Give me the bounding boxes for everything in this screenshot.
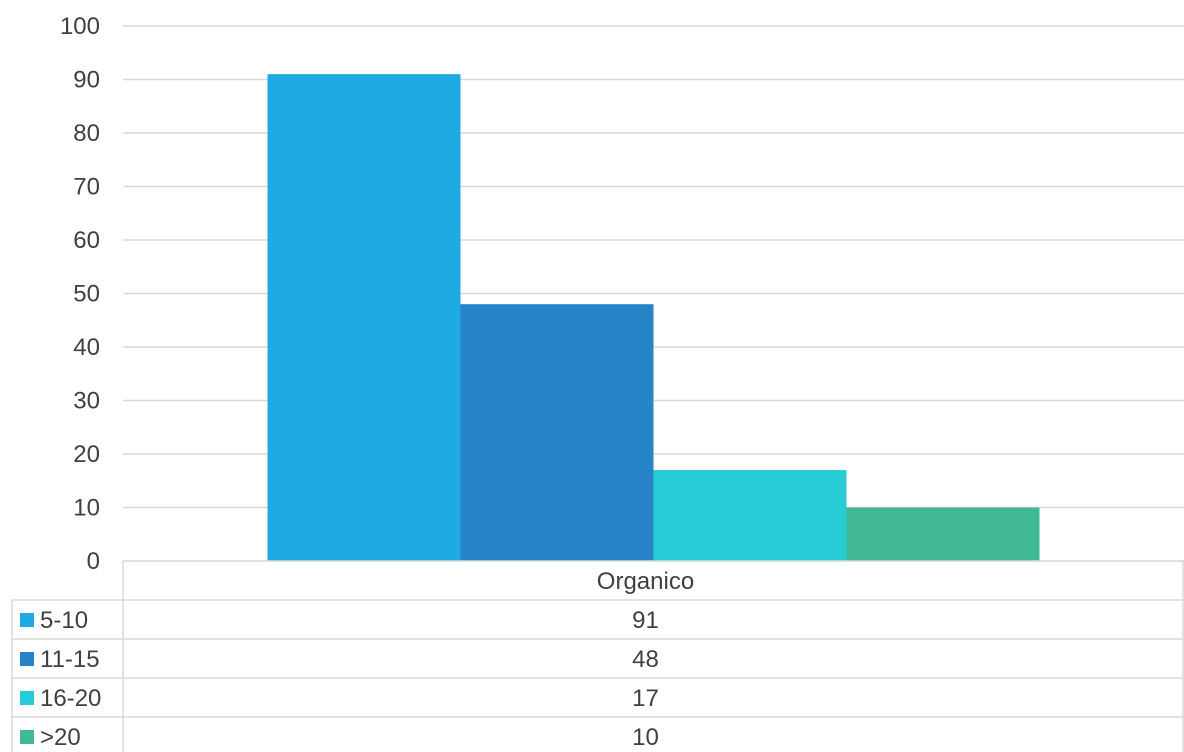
bar-5-10 xyxy=(267,74,461,562)
y-tick-label: 80 xyxy=(73,120,100,147)
bars xyxy=(267,74,1040,562)
y-tick-label: 60 xyxy=(73,227,100,254)
y-tick-label: 40 xyxy=(73,334,100,361)
y-tick-label: 0 xyxy=(87,548,100,575)
legend-swatch-5-10 xyxy=(20,613,34,627)
y-axis-ticks: 0 10 20 30 40 50 60 70 80 90 100 xyxy=(60,13,100,575)
y-tick-label: 100 xyxy=(60,13,100,40)
legend-label: 16-20 xyxy=(40,685,101,712)
legend-label: 11-15 xyxy=(40,646,100,673)
y-tick-label: 70 xyxy=(73,174,100,201)
y-tick-label: 20 xyxy=(73,441,100,468)
y-tick-label: 30 xyxy=(73,388,100,415)
bar->20 xyxy=(846,507,1040,561)
bar-11-15 xyxy=(460,304,654,561)
data-table: Organico 5-10 91 11-15 48 16-20 17 >20 10 xyxy=(11,560,1184,752)
y-tick-label: 90 xyxy=(73,67,100,94)
y-tick-label: 50 xyxy=(73,281,100,308)
y-tick-label: 10 xyxy=(73,495,100,522)
data-value: 17 xyxy=(632,685,659,712)
legend-label: >20 xyxy=(40,724,81,751)
data-value: 10 xyxy=(632,724,659,751)
bar-16-20 xyxy=(653,470,847,561)
data-value: 48 xyxy=(632,646,659,673)
legend-label: 5-10 xyxy=(40,607,88,634)
category-label: Organico xyxy=(597,568,694,595)
legend-swatch-16-20 xyxy=(20,691,34,705)
legend-swatch->20 xyxy=(20,730,34,744)
data-value: 91 xyxy=(632,607,659,634)
legend-swatch-11-15 xyxy=(20,652,34,666)
